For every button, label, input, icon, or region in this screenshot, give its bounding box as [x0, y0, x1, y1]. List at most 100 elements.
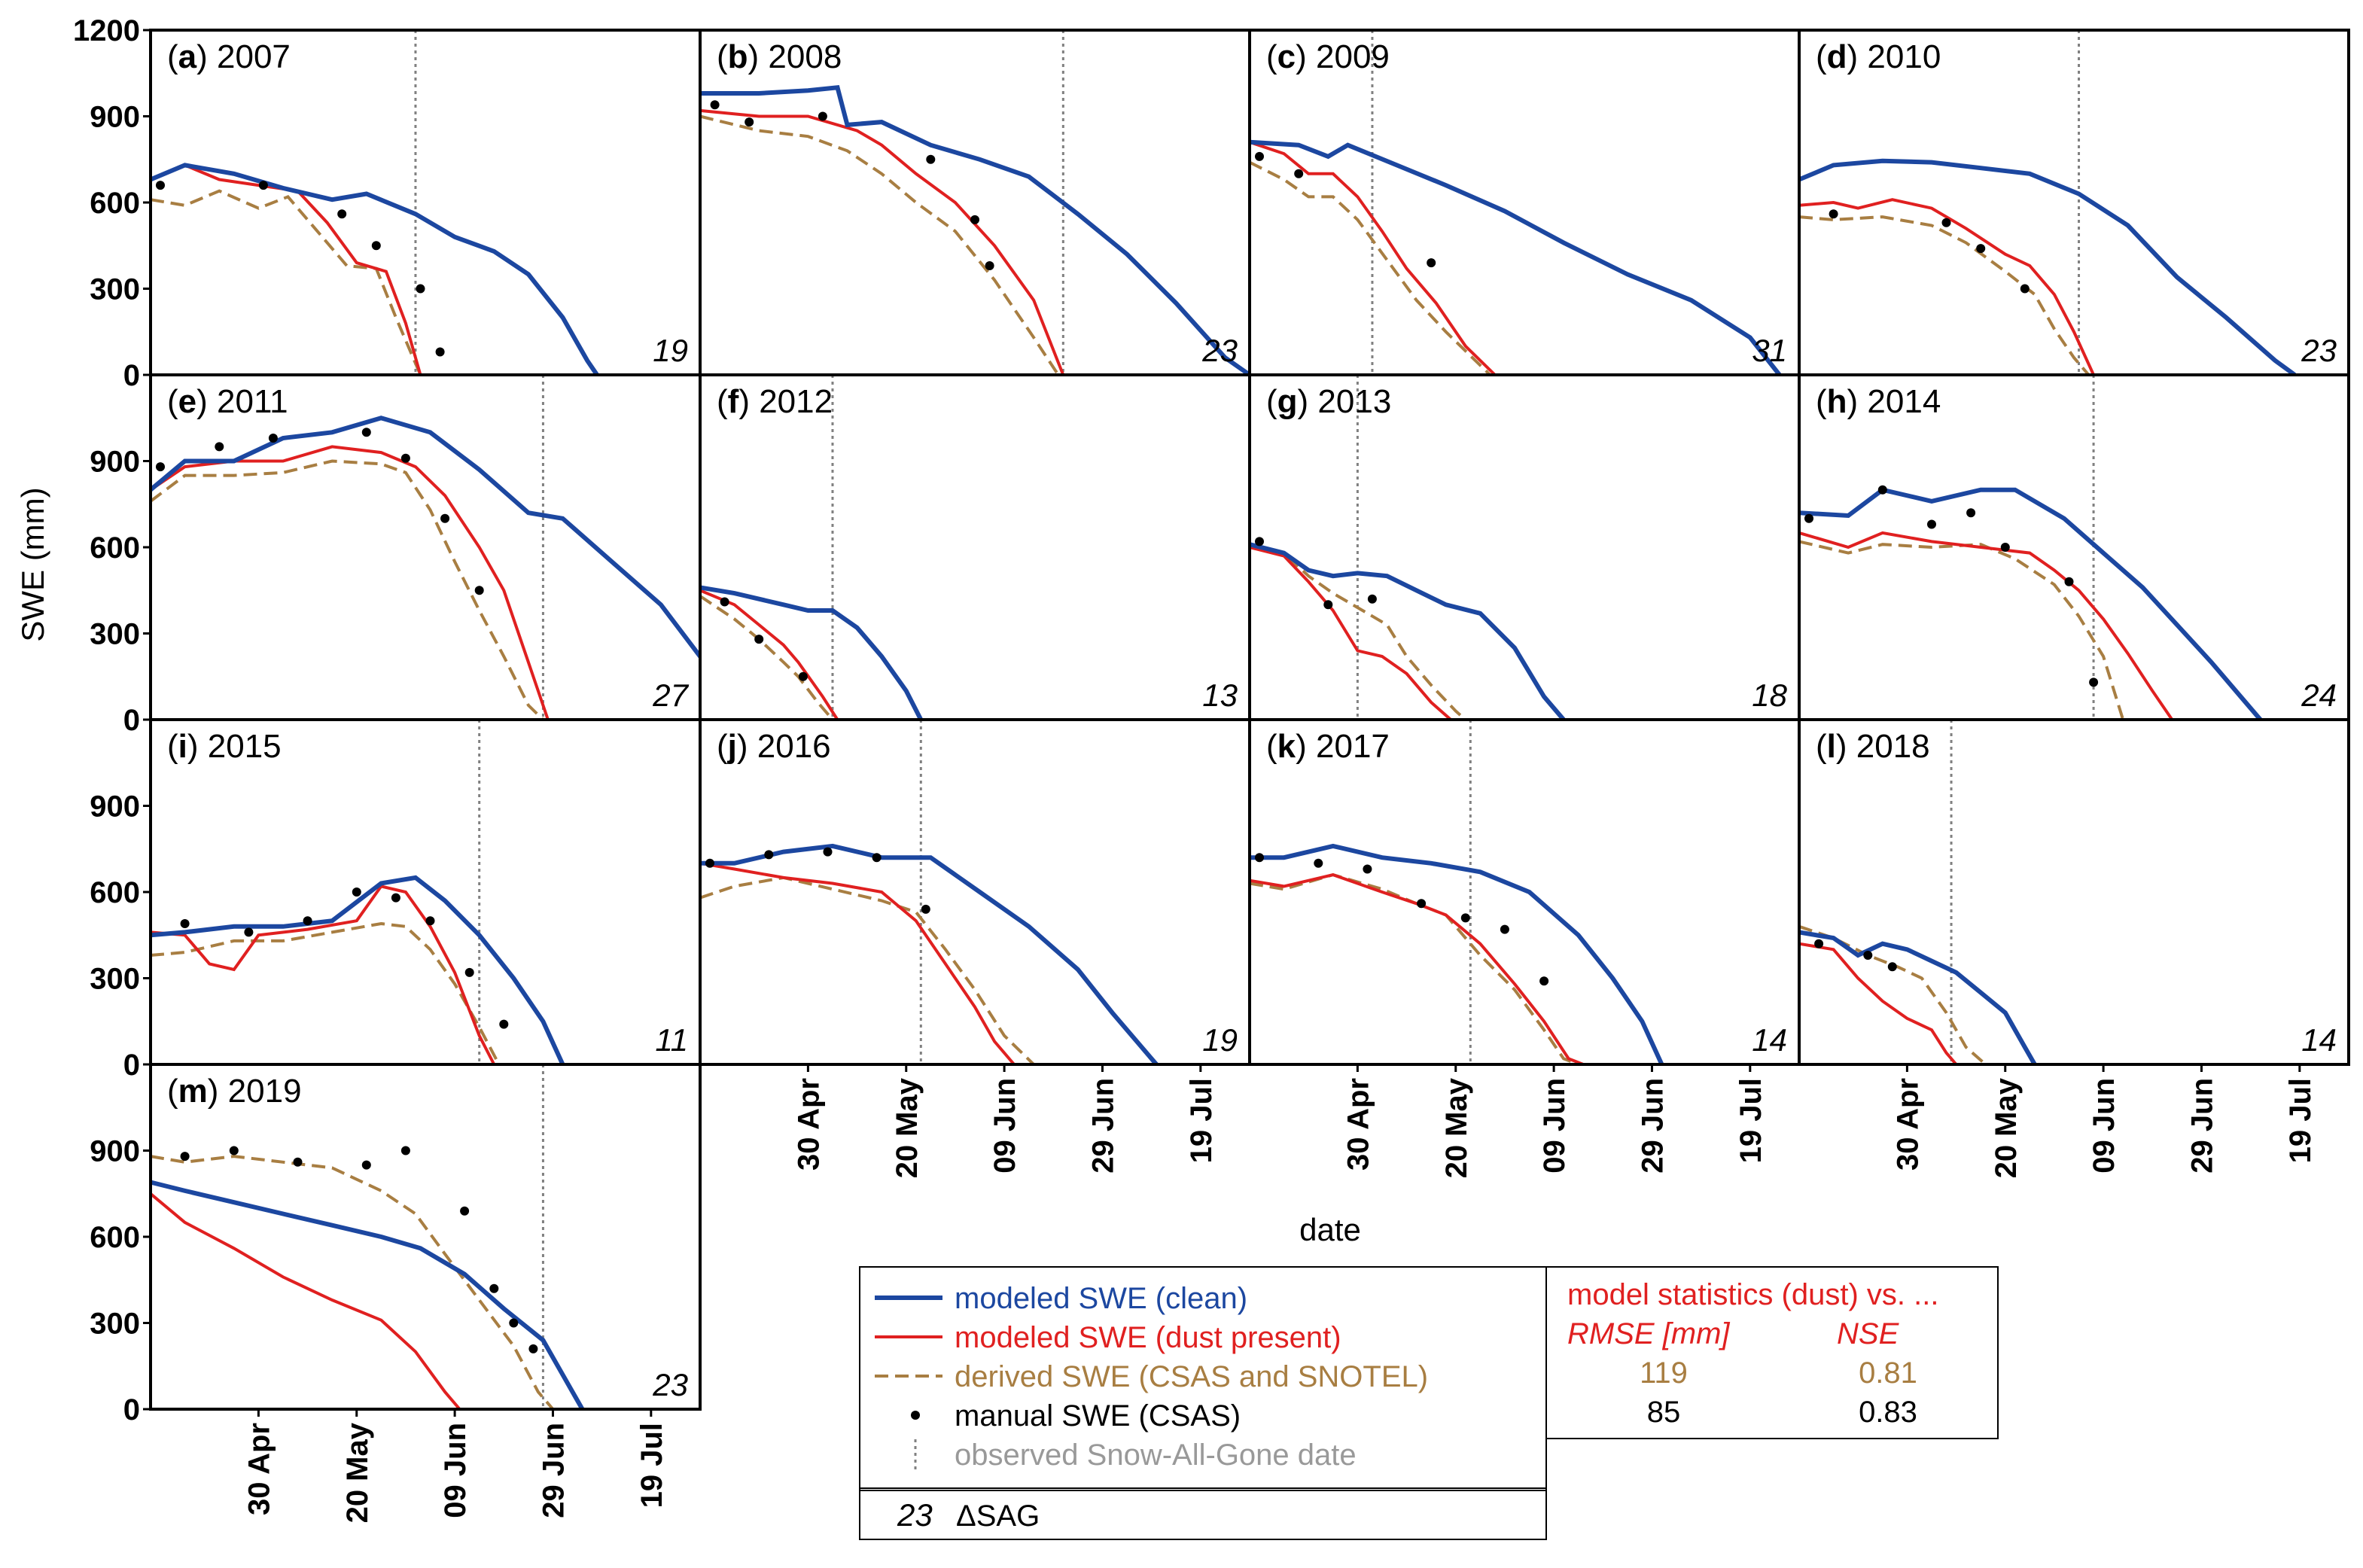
series-clean [150, 875, 565, 1066]
x-tick-label: 30 Apr [1341, 1078, 1375, 1171]
dsag-value: 11 [655, 1022, 688, 1058]
manual-point [1314, 858, 1323, 868]
manual-point [1863, 951, 1873, 960]
manual-point [1966, 508, 1976, 518]
dsag-value: 13 [1202, 677, 1238, 713]
manual-point [352, 888, 361, 897]
y-tick-label: 900 [90, 1135, 140, 1168]
manual-point [798, 671, 808, 681]
manual-point [1255, 151, 1264, 161]
dsag-value: 24 [2301, 677, 2337, 713]
manual-point [303, 916, 312, 926]
manual-point [921, 904, 930, 914]
manual-point [416, 284, 425, 294]
manual-point [509, 1318, 519, 1328]
series-dust [699, 589, 839, 721]
panel-label: (e) 2011 [167, 383, 288, 420]
y-axis-labels: 0 300 600 900 1200 0 300 600 900 0 300 600 900 0 300 60… [73, 14, 151, 1426]
panel-e: (e) 2011 27 [149, 373, 741, 721]
x-tick-label: 29 Jun [1636, 1078, 1669, 1174]
x-tick-label: 20 May [891, 1077, 924, 1178]
panel-label: (d) 2010 [1816, 38, 1941, 75]
series-clean [1249, 542, 1566, 721]
panel-j: (j) 2016 19 [699, 718, 1251, 1066]
series-derived [1798, 540, 2125, 720]
manual-point [1323, 600, 1333, 610]
panel-h: (h) 2014 24 [1798, 373, 2350, 721]
manual-point [2020, 284, 2030, 294]
series-derived [150, 189, 422, 376]
manual-point [745, 117, 754, 127]
series-dust [1249, 140, 1497, 376]
series-dust [150, 884, 496, 1065]
panel-k: (k) 2017 14 [1248, 718, 1801, 1066]
panel-bg [151, 375, 700, 720]
manual-point [229, 1146, 239, 1155]
manual-point [754, 635, 764, 644]
panel-label: (b) 2008 [717, 38, 842, 75]
x-tick-label: 20 May [1440, 1077, 1473, 1178]
series-derived [150, 921, 501, 1065]
x-tick-label: 29 Jun [2185, 1078, 2218, 1174]
manual-point [425, 916, 435, 926]
panel-bg [700, 720, 1250, 1064]
manual-point [1829, 209, 1838, 219]
x-tick-label: 09 Jun [2087, 1078, 2121, 1174]
panel-label: (m) 2019 [167, 1073, 302, 1110]
manual-point [705, 858, 714, 868]
series-dust [1249, 546, 1452, 721]
manual-point [1927, 519, 1936, 529]
legend-sag-label: observed Snow-All-Gone date [955, 1439, 1357, 1472]
manual-point [1294, 169, 1304, 178]
manual-point [215, 442, 224, 452]
manual-point [156, 462, 165, 472]
dsag-value: 23 [652, 1367, 688, 1402]
y-tick-label: 0 [123, 359, 140, 392]
y-tick-label: 300 [90, 273, 140, 306]
x-tick-label: 30 Apr [1891, 1078, 1924, 1171]
manual-point [474, 586, 484, 595]
panel-bg [1799, 720, 2349, 1064]
stats-table: model statistics (dust) vs. ... RMSE [mm… [1545, 1266, 1999, 1439]
x-axis-labels: 30 Apr 20 May 09 Jun 29 Jun 19 Jul 30 Apr 20 M… [242, 1064, 2317, 1523]
panel-bg [151, 30, 700, 375]
stats-row2-nse: 0.83 [1859, 1396, 1917, 1429]
manual-point [1367, 594, 1377, 604]
manual-point [1500, 924, 1509, 934]
manual-point [1941, 218, 1951, 227]
x-tick-label: 19 Jul [2284, 1078, 2317, 1163]
panel-bg [151, 1064, 700, 1409]
dsag-value: 14 [1752, 1022, 1787, 1058]
y-tick-label: 1200 [73, 14, 140, 47]
panel-label: (a) 2007 [167, 38, 291, 75]
panel-l: (l) 2018 14 [1798, 718, 2350, 1066]
manual-point [400, 1146, 410, 1155]
dsag-box [859, 1487, 1547, 1540]
series-dust [1798, 198, 2095, 376]
y-tick-label: 0 [123, 1049, 140, 1082]
series-dust [1249, 873, 1584, 1066]
manual-point [337, 209, 347, 219]
panel-bg [1799, 30, 2349, 375]
dsag-value: 18 [1752, 677, 1787, 713]
legend: modeled SWE (clean) modeled SWE (dust pr… [859, 1266, 1547, 1540]
y-tick-label: 900 [90, 101, 140, 134]
manual-point [460, 1206, 470, 1216]
x-tick-label: 09 Jun [1538, 1078, 1571, 1174]
legend-manual-label: manual SWE (CSAS) [955, 1399, 1241, 1433]
manual-point [1814, 939, 1824, 948]
panels-group: (a) 2007 19 (b) 2008 23 (c) 2009 31 (d) 2010 23… [149, 29, 2350, 1411]
series-derived [150, 1155, 555, 1411]
manual-point [872, 853, 882, 863]
manual-point [400, 453, 410, 463]
stats-row1-nse: 0.81 [1859, 1356, 1917, 1390]
manual-point [293, 1157, 303, 1167]
manual-point [764, 850, 774, 860]
legend-dsag-label: ΔSAG [956, 1499, 1040, 1533]
manual-point [180, 919, 190, 928]
manual-point [1460, 913, 1470, 923]
panel-label: (i) 2015 [167, 728, 282, 765]
manual-point [985, 261, 994, 270]
y-axis-title: SWE (mm) [15, 487, 50, 641]
